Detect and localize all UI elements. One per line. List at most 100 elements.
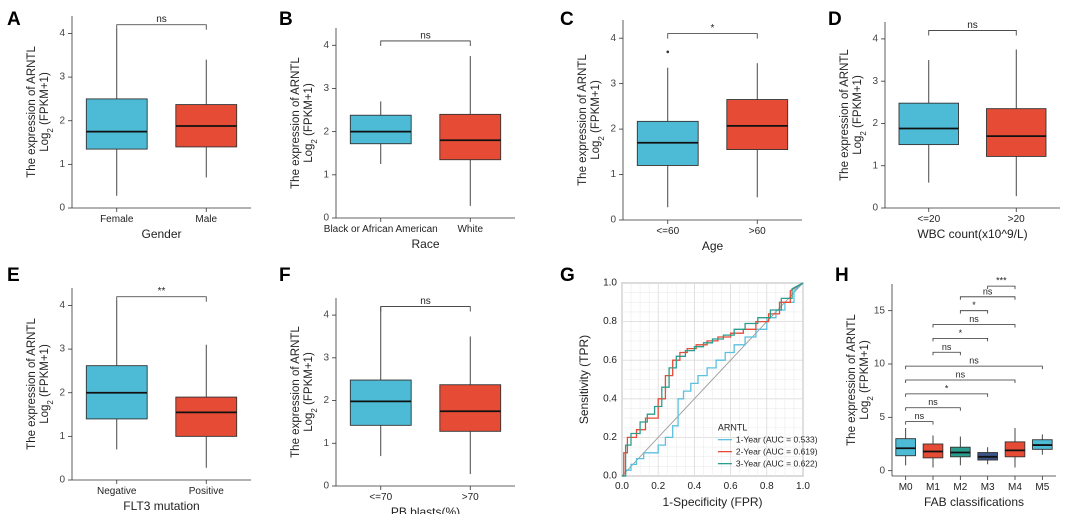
y-tick-label: 2 — [59, 387, 65, 398]
significance-label: ns — [420, 296, 431, 307]
y-axis-label: The expression of ARNTLLog2 (FPKM+1) — [290, 326, 319, 458]
y-axis-label-line1: The expression of ARNTL — [26, 46, 38, 178]
panel-letter-b: B — [279, 9, 293, 30]
x-axis-label: WBC count(x10^9/L) — [917, 227, 1027, 241]
y-tick-label: 3 — [323, 83, 329, 94]
significance-bracket — [905, 379, 1016, 383]
y-axis-label: The expression of ARNTLLog2 (FPKM+1) — [577, 54, 606, 186]
panel-letter-f: F — [279, 265, 291, 286]
y-axis-label-line2: Log — [39, 133, 51, 152]
box — [986, 108, 1047, 157]
x-tick-label: 0.2 — [651, 481, 665, 492]
x-tick-label: <=20 — [917, 214, 940, 225]
significance-bracket — [959, 296, 1016, 300]
panel-d: D 0 1 2 3 4 <=20 >20 WBC count(x10^9/L) The expre… — [828, 9, 1060, 241]
box — [439, 113, 502, 161]
panel-letter-a: A — [7, 9, 21, 30]
y-axis-label: Sensitivity (TPR) — [577, 335, 591, 424]
box — [175, 396, 238, 437]
y-tick-label: 0 — [610, 215, 616, 226]
y-tick-label: 2 — [872, 118, 878, 129]
y-tick-label: 4 — [59, 28, 65, 39]
y-axis-label-line2: Log — [39, 405, 51, 424]
y-tick-label: 1 — [59, 431, 65, 442]
x-tick-label: M5 — [1035, 482, 1049, 493]
significance-bracket — [987, 285, 1016, 290]
y-axis-label-line1: The expression of ARNTL — [290, 326, 302, 458]
y-axis-label: The expression of ARNTLLog2 (FPKM+1) — [839, 49, 868, 181]
roc-curve — [622, 282, 804, 477]
significance-label: *** — [996, 276, 1007, 286]
y-tick-label: 3 — [59, 72, 65, 83]
y-axis-label-line2: Log — [303, 413, 315, 432]
significance-bracket — [905, 393, 989, 397]
y-axis-label: The expression of ARNTLLog2 (FPKM+1) — [26, 46, 55, 178]
box — [898, 102, 959, 146]
x-tick-label: <=70 — [369, 492, 392, 503]
y-axis-label-unit: (FPKM+1) — [303, 83, 315, 139]
y-tick-label: 0 — [879, 465, 885, 476]
y-axis-label-unit: (FPKM+1) — [303, 352, 315, 408]
y-axis-label-line2: Log — [590, 141, 602, 160]
y-tick-label: 3 — [610, 78, 616, 89]
y-tick-label: 4 — [323, 310, 329, 321]
y-axis-label-line1: The expression of ARNTL — [26, 318, 38, 450]
x-axis-label: FAB classifications — [924, 495, 1024, 509]
y-tick-label: 0 — [872, 203, 878, 214]
significance-label: * — [945, 383, 949, 393]
outlier-point — [666, 50, 670, 54]
significance-label: ns — [969, 314, 979, 324]
y-tick-label: 3 — [872, 76, 878, 87]
y-axis-label-unit: (FPKM+1) — [590, 80, 602, 136]
panel-g: G 0.00.0 0.2 0.2 0.4 0.4 0.6 0.6 0.8 0.8 1.0 1.0 1-S… — [560, 265, 818, 509]
y-tick-label: 5 — [879, 412, 885, 423]
y-tick-label: 4 — [59, 300, 65, 311]
significance-bracket — [116, 24, 207, 30]
y-axis-label-unit: (FPKM+1) — [859, 340, 871, 396]
x-tick-label: >60 — [749, 226, 766, 237]
box — [85, 98, 148, 150]
x-axis-label: Race — [411, 237, 439, 251]
significance-bracket — [905, 365, 1043, 370]
y-axis-label-subscript: 2 — [310, 139, 319, 144]
x-axis-label: Gender — [141, 227, 181, 241]
x-axis-label: Age — [702, 239, 724, 253]
significance-label: ns — [969, 356, 979, 366]
panel-a: A 0 1 2 3 4 Female Male Gender The expression of … — [7, 9, 251, 241]
x-tick-label: >20 — [1008, 214, 1025, 225]
x-tick-label: 0.4 — [687, 481, 701, 492]
x-tick-label: >70 — [462, 492, 479, 503]
box — [895, 438, 916, 457]
reference-diagonal — [621, 282, 804, 477]
y-axis-label-subscript: 2 — [859, 131, 868, 136]
legend-title: ARNTL — [718, 423, 748, 433]
y-tick-label: 2 — [59, 115, 65, 126]
y-tick-label: 1 — [610, 169, 616, 180]
y-axis-label: The expression of ARNTLLog2 (FPKM+1) — [846, 314, 875, 446]
panel-e: E 0 1 2 3 4 Negative Positive FLT3 mutation The e… — [7, 265, 251, 513]
panel-c: C 0 1 2 3 4 <=60 >60 Age The expression of ARNTLL… — [560, 9, 802, 253]
y-axis-label: The expression of ARNTLLog2 (FPKM+1) — [26, 318, 55, 450]
x-tick-label: 1.0 — [796, 481, 810, 492]
panel-letter-d: D — [828, 9, 842, 30]
y-tick-label: 4 — [323, 40, 329, 51]
significance-bracket — [380, 40, 471, 46]
x-tick-label: Male — [195, 214, 217, 225]
significance-label: ns — [983, 286, 993, 296]
significance-bracket — [905, 421, 934, 425]
y-tick-label: 1.0 — [603, 278, 617, 289]
significance-bracket — [380, 306, 471, 312]
y-axis-label-subscript: 2 — [310, 408, 319, 413]
y-tick-label: 4 — [610, 33, 616, 44]
y-axis-label: The expression of ARNTLLog2 (FPKM+1) — [290, 57, 319, 189]
box — [439, 384, 502, 432]
significance-bracket — [932, 338, 989, 342]
box — [1004, 441, 1026, 458]
y-tick-label: 1 — [872, 160, 878, 171]
x-tick-label: Female — [100, 214, 134, 225]
significance-label: ns — [928, 397, 938, 407]
y-axis-label-line1: The expression of ARNTL — [839, 49, 851, 181]
y-tick-label: 0 — [323, 481, 329, 492]
